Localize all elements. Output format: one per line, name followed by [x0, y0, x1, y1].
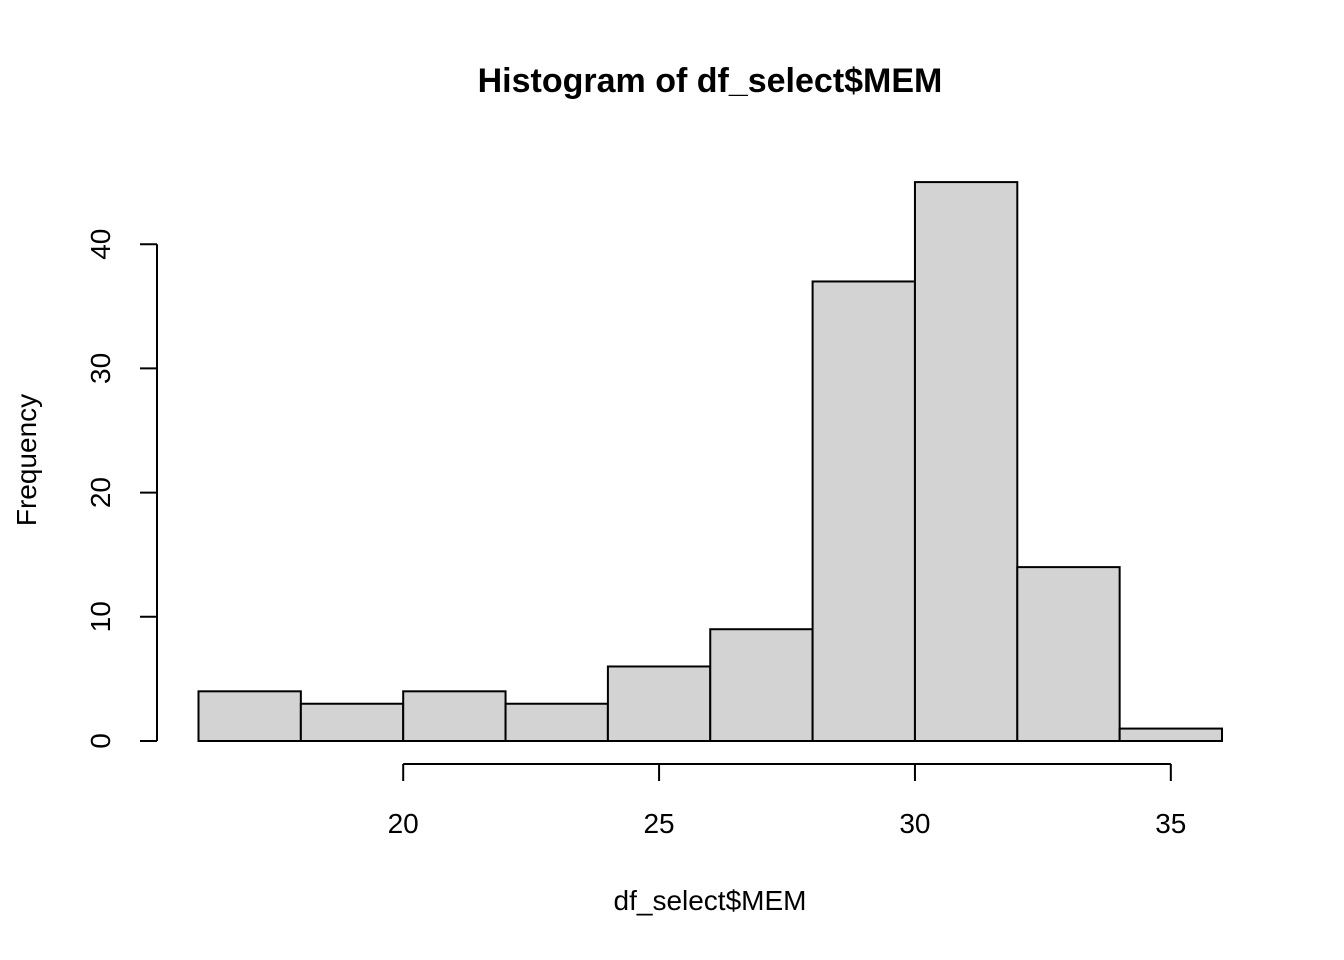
chart-title: Histogram of df_select$MEM	[478, 62, 943, 100]
y-axis: 0 10 20 30 40	[85, 229, 158, 749]
x-axis-label: df_select$MEM	[614, 885, 807, 916]
x-tick-label: 20	[388, 808, 419, 839]
histogram-bar	[504, 702, 609, 742]
histogram-bar	[709, 628, 814, 742]
histogram-bar	[606, 665, 712, 742]
histogram-bar	[811, 280, 916, 742]
histogram-bar	[1016, 566, 1121, 742]
x-tick-label: 30	[899, 808, 930, 839]
x-tick-label: 25	[643, 808, 674, 839]
histogram-bar	[1118, 727, 1224, 743]
histogram-bar	[402, 690, 507, 743]
y-tick-label: 40	[85, 229, 116, 260]
x-axis: 20 25 30 35	[388, 763, 1186, 839]
y-tick-label: 20	[85, 477, 116, 508]
histogram-bar	[299, 702, 405, 742]
x-tick-label: 35	[1155, 808, 1186, 839]
histogram-bar	[913, 181, 1019, 743]
histogram-bar	[197, 690, 302, 743]
y-axis-label: Frequency	[11, 394, 42, 526]
bars-group	[197, 181, 1224, 743]
y-tick-label: 0	[85, 733, 116, 749]
y-tick-label: 10	[85, 601, 116, 632]
y-tick-label: 30	[85, 353, 116, 384]
